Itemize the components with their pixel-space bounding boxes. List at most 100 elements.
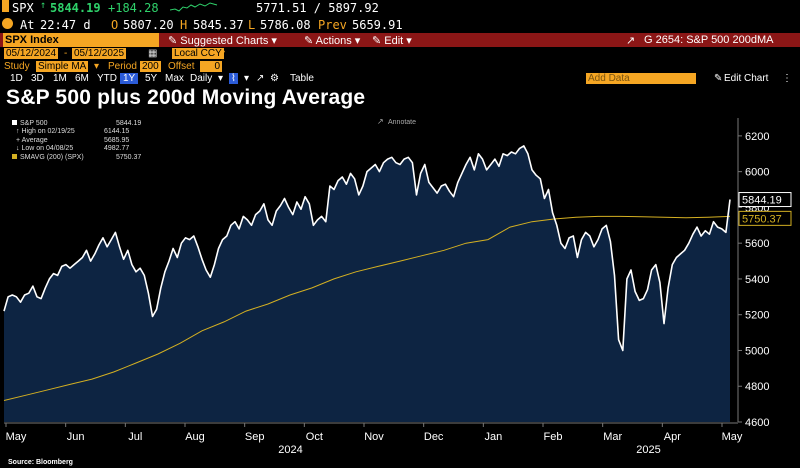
x-tick-label: May — [722, 431, 743, 443]
x-tick-label: Jul — [128, 431, 142, 443]
currency-chevron-icon[interactable]: ▾ — [220, 48, 226, 59]
range-1y[interactable]: 1Y — [120, 73, 139, 84]
frequency-select[interactable]: Daily — [190, 73, 213, 84]
chevron-down-icon: ▾ — [403, 35, 412, 47]
legend-swatch-price — [12, 120, 17, 125]
price-change: +184.28 — [108, 1, 159, 15]
annotate-button[interactable]: Annotate — [388, 119, 416, 126]
annotate-icon[interactable]: ↗ — [377, 117, 384, 126]
source-note: Source: Bloomberg — [8, 459, 73, 466]
high-marker-icon: ↑ — [16, 128, 22, 136]
range-ytd[interactable]: YTD — [97, 73, 117, 84]
y-tick-label: 6200 — [745, 131, 769, 143]
suggested-charts-menu[interactable]: ✎ Suggested Charts ▾ — [168, 34, 277, 47]
y-tick-label: 5600 — [745, 238, 769, 250]
x-tick-label: Oct — [306, 431, 323, 443]
period-input[interactable]: 200 — [140, 61, 161, 72]
suggested-charts-icon: ✎ — [168, 35, 181, 47]
open-value: 5807.20 — [123, 18, 174, 32]
legend-item-average: + Average 5685.95 — [12, 137, 129, 145]
last-ma-tag-label: 5750.37 — [742, 213, 782, 225]
more-options-icon[interactable]: ⋮ — [782, 73, 792, 84]
security-field[interactable]: SPX Index — [3, 33, 159, 47]
x-tick-label: Sep — [245, 431, 265, 443]
study-chevron-icon[interactable]: ▾ — [94, 61, 100, 72]
end-date-input[interactable]: 05/12/2025 — [72, 48, 127, 59]
intraday-sparkline-icon — [170, 2, 218, 12]
x-tick-label: Aug — [185, 431, 205, 443]
x-tick-label: Dec — [424, 431, 444, 443]
low-marker-icon: ↓ — [16, 145, 22, 153]
chevron-down-icon: ▾ — [351, 35, 361, 47]
last-ma-tag — [738, 210, 792, 226]
edit-label: Edit — [384, 35, 404, 47]
settings-icon[interactable]: ⚙ — [270, 73, 279, 84]
edit-icon: ✎ — [372, 35, 385, 47]
chart-toolbar: 1D 3D 1M 6M YTD 1Y 5Y Max Daily ▾ ⌇ ▾ ↗ … — [0, 73, 800, 86]
currency-select[interactable]: Local CCY — [172, 48, 224, 59]
edit-menu[interactable]: ✎ Edit ▾ — [372, 34, 412, 47]
frequency-chevron-icon[interactable]: ▾ — [218, 73, 224, 84]
open-label: O — [111, 18, 119, 32]
y-tick-label: 5200 — [745, 310, 769, 322]
at-label: At — [20, 18, 35, 32]
year-label: 2025 — [636, 444, 660, 456]
study-select[interactable]: Simple MA — [36, 61, 89, 72]
offset-input[interactable]: 0 — [200, 61, 222, 72]
legend-item-low: ↓ Low on 04/08/25 4982.77 — [12, 145, 129, 153]
last-arrow-icon: ↑ — [40, 0, 47, 11]
external-link-icon[interactable]: ↗ — [626, 35, 636, 47]
last-price: 5844.19 — [50, 1, 101, 15]
chart-type-chevron-icon[interactable]: ▾ — [244, 73, 250, 84]
date-separator: - — [64, 48, 68, 59]
ma-200-line[interactable] — [3, 215, 731, 401]
chart-legend: S&P 500 5844.19 ↑ High on 02/19/25 6144.15… — [12, 120, 141, 162]
range-3d[interactable]: 3D — [31, 73, 44, 84]
price-line[interactable] — [3, 145, 731, 352]
date-range-bar: 05/12/2024 - 05/12/2025 ▦ Local CCY ▾ — [0, 48, 800, 61]
actions-label: Actions — [315, 35, 352, 47]
chart-id: G 2654: S&P 500 200dMA — [644, 34, 774, 46]
suggested-charts-label: Suggested Charts — [180, 35, 269, 47]
ticker[interactable]: SPX — [12, 1, 34, 15]
last-price-tag-label: 5844.19 — [742, 195, 782, 207]
range-max[interactable]: Max — [165, 73, 184, 84]
x-tick-label: Mar — [603, 431, 622, 443]
x-tick-label: May — [6, 431, 27, 443]
legend-item-ma[interactable]: SMAVG (200) (SPX) 5750.37 — [12, 153, 141, 162]
quote-detail: At 22:47 d O 5807.20 H 5845.37 L 5786.08… — [0, 17, 800, 33]
legend-value: 5750.37 — [116, 153, 142, 161]
x-tick-label: Nov — [364, 431, 384, 443]
x-tick-label: Feb — [544, 431, 563, 443]
x-tick-label: Jan — [484, 431, 502, 443]
line-chart-icon[interactable]: ⌇ — [229, 73, 238, 84]
range-1m[interactable]: 1M — [53, 73, 67, 84]
low-label: L — [248, 18, 256, 32]
quote-time: 22:47 d — [40, 18, 91, 32]
edit-chart-icon[interactable]: ✎ — [714, 73, 723, 84]
start-date-input[interactable]: 05/12/2024 — [4, 48, 59, 59]
y-tick-label: 6000 — [745, 167, 769, 179]
legend-item-price[interactable]: S&P 500 5844.19 — [12, 120, 141, 128]
range-5y[interactable]: 5Y — [145, 73, 158, 84]
last-price-tag — [738, 192, 792, 208]
range-1d[interactable]: 1D — [10, 73, 23, 84]
legend-item-high: ↑ High on 02/19/25 6144.15 — [12, 128, 129, 136]
calendar-icon[interactable]: ▦ — [148, 48, 158, 59]
edit-chart-button[interactable]: Edit Chart — [724, 73, 769, 84]
high-value: 5845.37 — [193, 18, 244, 32]
actions-menu[interactable]: ✎ Actions ▾ — [304, 34, 360, 47]
legend-value: 5685.95 — [104, 136, 130, 144]
chart-title: S&P 500 plus 200d Moving Average — [6, 86, 366, 109]
day-range: 5771.51 / 5897.92 — [256, 1, 379, 15]
security-field-label: SPX Index — [5, 34, 59, 46]
add-data-input[interactable]: Add Data — [586, 73, 696, 84]
prev-label: Prev — [318, 18, 347, 32]
range-6m[interactable]: 6M — [75, 73, 89, 84]
draw-tool-icon[interactable]: ↗ — [256, 73, 265, 84]
chart-type-icon[interactable] — [2, 0, 9, 12]
low-value: 5786.08 — [260, 18, 311, 32]
table-button[interactable]: Table — [290, 73, 314, 84]
legend-value: 6144.15 — [104, 128, 130, 136]
